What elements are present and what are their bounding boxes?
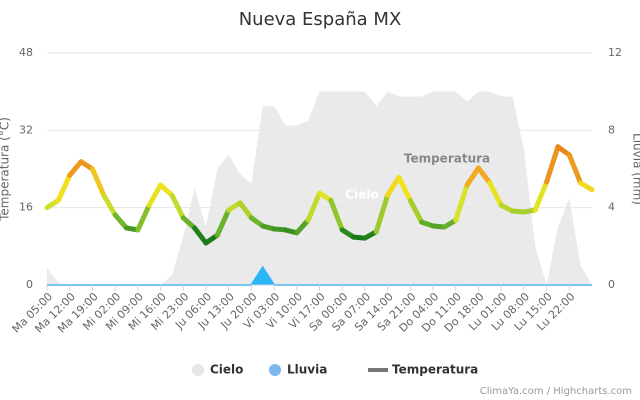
annotation: Cielo	[345, 188, 378, 202]
temperature-segment	[544, 144, 561, 185]
temperature-segment	[180, 215, 198, 231]
temperature-segment	[385, 174, 402, 198]
legend-label: Cielo	[210, 363, 243, 377]
y2-tick-label: 12	[608, 46, 622, 59]
temperature-segment	[214, 207, 232, 238]
legend-symbol	[269, 364, 281, 376]
temperature-segment	[328, 197, 345, 233]
chart-title: Nueva España MX	[239, 9, 402, 30]
legend-label: Temperatura	[392, 363, 478, 377]
temperature-segment	[89, 166, 107, 198]
y-tick-label: 32	[19, 123, 33, 136]
temperature-segment	[532, 179, 550, 213]
temperature-segment	[396, 174, 413, 203]
annotation: Temperatura	[404, 152, 490, 166]
temperature-segment	[101, 192, 118, 218]
temperature-segment	[158, 182, 175, 198]
y-tick-label: 0	[26, 278, 33, 291]
temperature-segment	[487, 180, 504, 208]
legend-symbol	[192, 364, 204, 376]
y-axis-title: Temperatura (°C)	[0, 117, 12, 222]
y2-tick-label: 0	[608, 278, 615, 291]
y-tick-label: 16	[19, 201, 33, 214]
y2-tick-label: 8	[608, 123, 615, 136]
temperature-segment	[475, 165, 493, 186]
temperature-segment	[237, 200, 254, 221]
legend-label: Lluvia	[287, 363, 327, 377]
y2-axis-title: Lluvia (mm)	[631, 133, 640, 205]
area	[47, 91, 592, 286]
temperature-segment	[169, 192, 186, 221]
temperature-segment	[135, 202, 152, 233]
temperature-segment	[55, 172, 73, 203]
temperature-segment	[453, 182, 470, 223]
temperature-segment	[566, 152, 584, 186]
y-tick-label: 48	[19, 46, 33, 59]
temperature-segment	[294, 217, 311, 236]
temperature-segment	[305, 190, 322, 223]
temperature-segment	[464, 165, 481, 188]
temperature-segment	[578, 180, 595, 193]
temperature-segment	[373, 192, 391, 235]
temperature-segment	[192, 225, 209, 246]
temperature-segment	[146, 182, 164, 208]
temperature-segment	[112, 212, 129, 231]
temperature-segment	[67, 159, 84, 178]
credit: ClimaYa.com / Highcharts.com	[480, 386, 632, 397]
temperature-segment	[407, 197, 425, 225]
y2-tick-label: 4	[608, 201, 615, 214]
